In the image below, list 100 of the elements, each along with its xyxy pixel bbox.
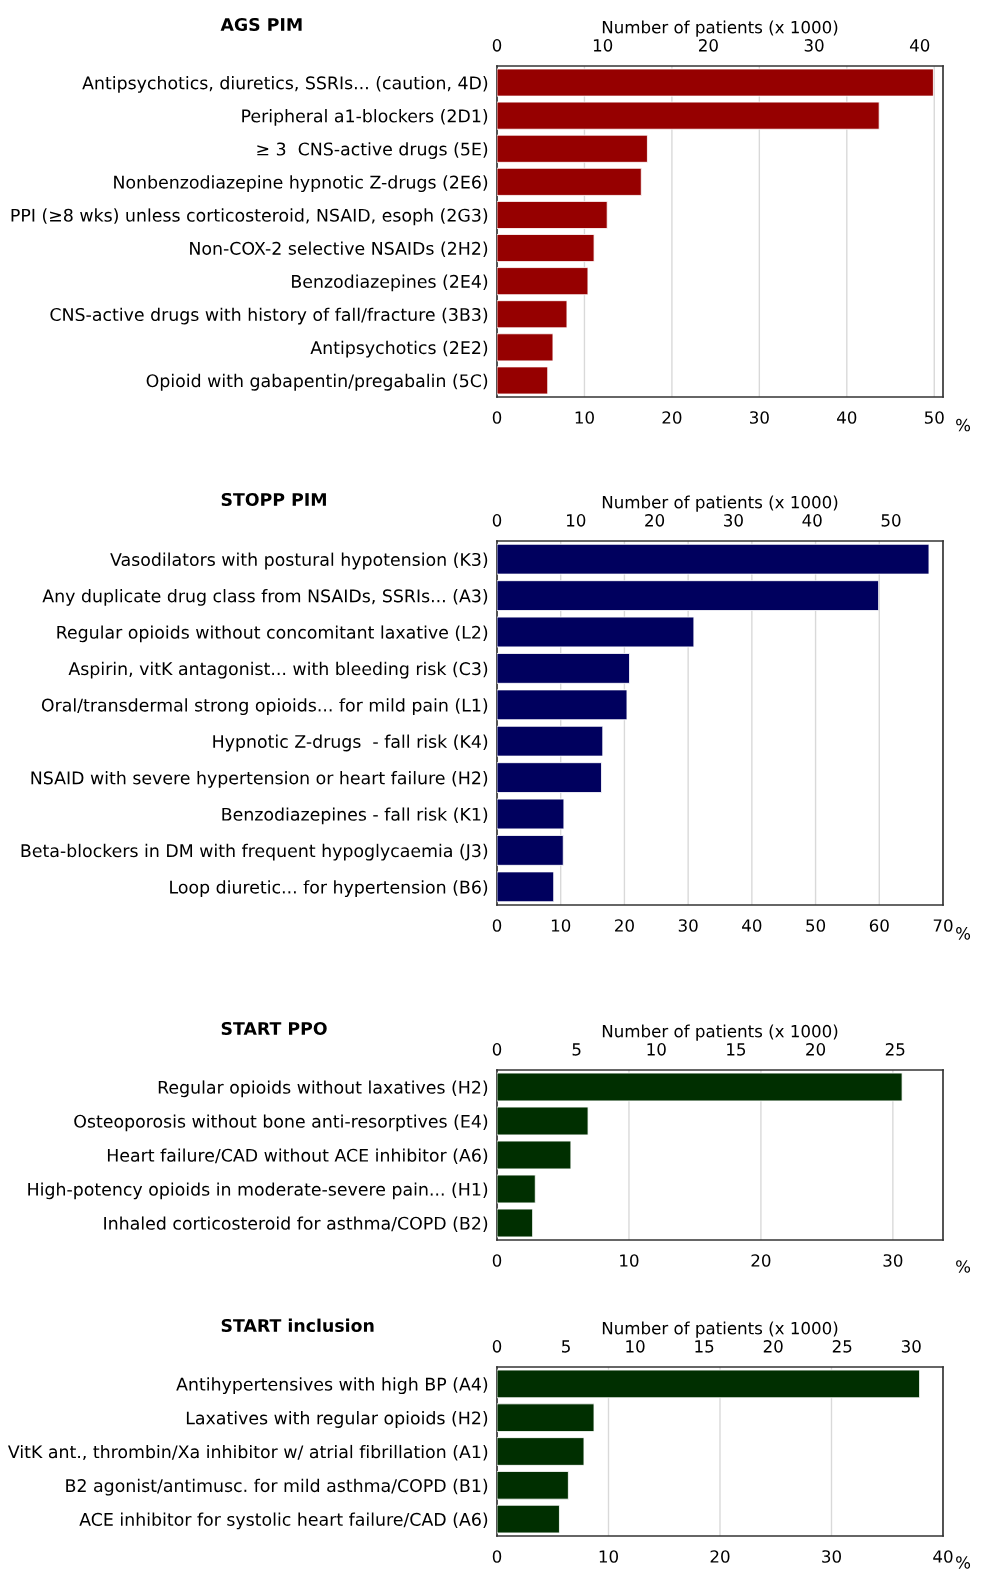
x-tick-label: 0 — [492, 1550, 502, 1563]
x-tick-label: 50 — [924, 411, 944, 424]
x2-axis-title: Number of patients (x 1000) — [602, 1321, 838, 1338]
bar — [497, 616, 695, 648]
x-tick-label: 40 — [742, 919, 762, 932]
bar — [497, 835, 564, 866]
x2-tick-label: 5 — [572, 1043, 581, 1056]
y-tick-label: Inhaled corticosteroid for asthma/COPD (B2) — [104, 1216, 488, 1232]
bar — [497, 1072, 903, 1102]
x2-tick-label: 20 — [763, 1340, 783, 1353]
x-tick-label: 0 — [492, 919, 502, 932]
bar — [497, 1208, 534, 1238]
x-axis-title: % — [956, 927, 971, 940]
x2-tick-label: 15 — [695, 1340, 714, 1353]
y-tick-label: Opioid with gabapentin/pregabalin (5C) — [146, 373, 488, 391]
y-tick-label: Peripheral a1-blockers (2D1) — [242, 109, 488, 126]
bar — [497, 300, 568, 329]
y-tick-label: Hypnotic Z-drugs - fall risk (K4) — [213, 734, 488, 752]
x2-tick-label: 15 — [727, 1043, 746, 1056]
y-tick-label: Regular opioids without laxatives (H2) — [158, 1080, 488, 1098]
bar — [497, 762, 602, 793]
x-tick-label: 70 — [933, 919, 953, 932]
y-tick-label: ACE inhibitor for systolic heart failure/CAD (A6) — [79, 1512, 488, 1530]
x-tick-label: 20 — [615, 919, 634, 932]
x2-tick-label: 10 — [647, 1043, 666, 1056]
x2-tick-label: 20 — [806, 1043, 826, 1056]
x2-tick-label: 50 — [881, 514, 901, 527]
x2-tick-label: 0 — [492, 39, 502, 52]
x-tick-label: 20 — [662, 411, 682, 424]
bar — [497, 653, 630, 684]
bar — [497, 798, 565, 830]
x2-tick-label: 10 — [593, 39, 613, 52]
bar — [497, 1437, 585, 1466]
y-tick-label: Heart failure/CAD without ACE inhibitor (A6) — [107, 1148, 488, 1164]
y-tick-label: Antihypertensives with high BP (A4) — [176, 1377, 488, 1395]
bar — [497, 134, 648, 163]
x2-tick-label: 10 — [626, 1340, 645, 1353]
x-axis-title: % — [956, 1260, 971, 1273]
y-tick-label: NSAID with severe hypertension or heart failure (H2) — [31, 771, 488, 788]
y-tick-label: Antipsychotics (2E2) — [310, 340, 488, 358]
bar — [497, 234, 595, 263]
y-tick-label: Laxatives with regular opioids (H2) — [186, 1411, 488, 1428]
text: AGS PIM — [220, 17, 302, 32]
x-axis-title: % — [956, 1556, 971, 1569]
y-tick-label: Loop diuretic... for hypertension (B6) — [170, 880, 488, 898]
y-tick-label: PPI (≥8 wks) unless corticosteroid, NSAID, esoph (2G3) — [11, 208, 488, 226]
x2-axis-title: Number of patients (x 1000) — [602, 20, 838, 37]
x2-tick-label: 0 — [492, 1043, 502, 1056]
x2-tick-label: 20 — [645, 514, 665, 527]
y-tick-label: Non-COX-2 selective NSAIDs (2H2) — [190, 241, 488, 257]
x-tick-label: 10 — [575, 411, 594, 424]
x-tick-label: 0 — [492, 411, 502, 424]
y-tick-label: Regular opioids without concomitant laxative (L2) — [57, 625, 488, 643]
x-tick-label: 40 — [933, 1550, 953, 1563]
x-tick-label: 30 — [750, 411, 769, 424]
x2-tick-label: 30 — [804, 39, 824, 52]
bar — [497, 167, 642, 196]
x-tick-label: 10 — [620, 1254, 639, 1267]
y-tick-label: Antipsychotics, diuretics, SSRIs... (caution, 4D) — [82, 75, 488, 93]
x2-tick-label: 0 — [492, 1340, 502, 1353]
x-tick-label: 50 — [806, 919, 826, 932]
y-tick-label: Any duplicate drug class from NSAIDs, SSRIs... (A3) — [42, 589, 488, 606]
y-tick-label: CNS-active drugs with history of fall/fracture (3B3) — [50, 307, 488, 325]
y-tick-label: Osteoporosis without bone anti-resorptives (E4) — [74, 1114, 488, 1132]
x-tick-label: 60 — [869, 919, 889, 932]
bar — [497, 689, 628, 721]
bar — [497, 200, 608, 229]
bar — [497, 871, 555, 903]
x-tick-label: 0 — [492, 1254, 502, 1267]
y-tick-label: ≥ 3 CNS-active drugs (5E) — [257, 142, 488, 159]
x2-axis-title: Number of patients (x 1000) — [602, 495, 838, 512]
bar — [497, 580, 880, 611]
text: START PPO — [221, 1021, 327, 1036]
x2-tick-label: 30 — [901, 1340, 921, 1353]
text: START inclusion — [221, 1318, 374, 1333]
bar — [497, 333, 554, 362]
y-tick-label: High-potency opioids in moderate-severe pain... (H1) — [28, 1182, 488, 1200]
bar — [497, 1106, 589, 1136]
x-axis-title: % — [956, 418, 971, 432]
x-tick-label: 20 — [751, 1254, 771, 1267]
x-tick-label: 30 — [883, 1254, 903, 1267]
text: STOPP PIM — [221, 492, 326, 507]
bar — [497, 68, 934, 97]
y-tick-label: VitK ant., thrombin/Xa inhibitor w/ atrial fibrillation (A1) — [7, 1444, 488, 1461]
y-tick-label: Aspirin, vitK antagonist... with bleeding risk (C3) — [68, 661, 488, 679]
x2-tick-label: 5 — [562, 1340, 570, 1353]
x-tick-label: 30 — [678, 919, 698, 932]
bar — [497, 543, 930, 575]
bar — [497, 725, 604, 757]
x2-tick-label: 40 — [802, 514, 822, 527]
bar — [497, 1174, 536, 1204]
bar — [497, 101, 880, 130]
bar — [497, 1140, 572, 1170]
y-tick-label: B2 agonist/antimusc. for mild asthma/COPD (B1) — [66, 1478, 488, 1496]
y-tick-label: Vasodilators with postural hypotension (K3) — [110, 552, 488, 570]
y-tick-label: Nonbenzodiazepine hypnotic Z-drugs (2E6) — [114, 175, 488, 193]
x-tick-label: 10 — [599, 1550, 618, 1563]
x-tick-label: 30 — [822, 1550, 841, 1563]
bar — [497, 267, 589, 296]
x-tick-label: 10 — [551, 919, 571, 932]
